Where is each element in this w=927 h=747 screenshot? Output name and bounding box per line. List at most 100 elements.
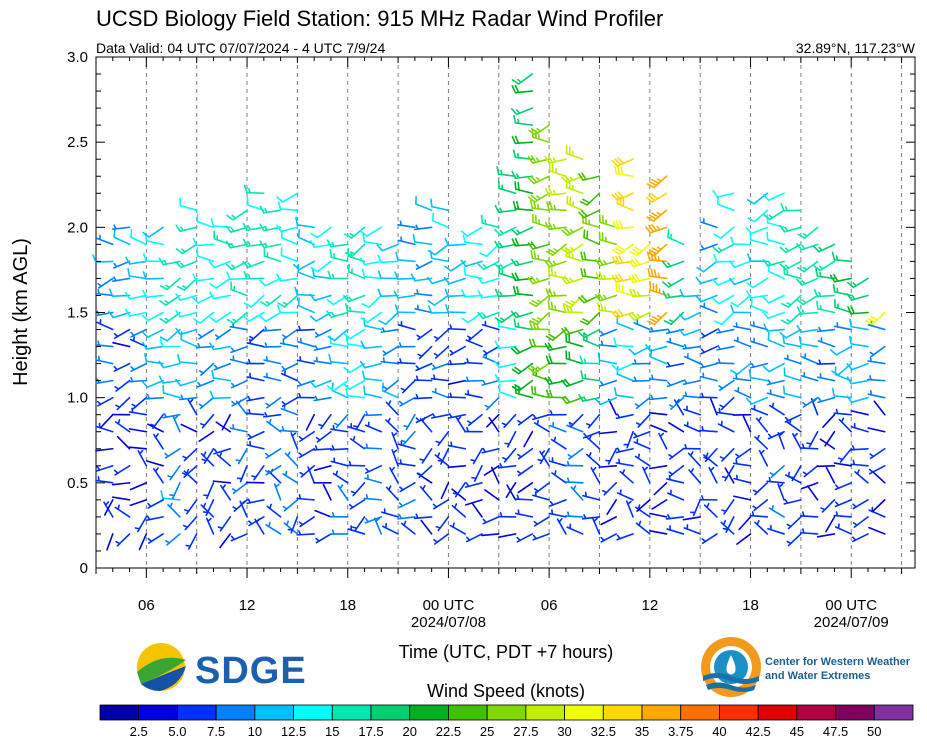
wind-barb <box>329 249 349 263</box>
wind-barb <box>813 288 836 298</box>
wind-barb <box>259 311 282 322</box>
wind-barb <box>871 470 886 484</box>
wind-barb <box>198 362 215 376</box>
wind-barb <box>511 362 534 375</box>
wind-barb <box>275 224 299 233</box>
wind-barb <box>833 322 853 331</box>
wind-barb <box>561 275 584 285</box>
wind-barb <box>397 459 416 467</box>
wind-barb <box>175 260 198 269</box>
wind-barb <box>736 533 752 545</box>
wind-barb <box>296 494 315 501</box>
wind-barb <box>205 517 215 535</box>
wind-barb <box>287 516 299 534</box>
wind-barb <box>824 430 836 447</box>
wind-barb <box>623 430 634 449</box>
wind-barb <box>662 290 685 299</box>
wind-barb <box>385 417 399 433</box>
wind-barb <box>865 311 886 326</box>
wind-barb <box>867 427 886 433</box>
wind-barb <box>327 328 349 342</box>
wind-barb <box>343 328 366 340</box>
wind-barb <box>564 477 584 484</box>
colorbar-label: 17.5 <box>358 724 383 739</box>
wind-barb <box>798 335 819 348</box>
wind-barb <box>658 432 668 450</box>
wind-barb <box>528 192 550 203</box>
wind-barb <box>494 226 517 236</box>
wind-barb <box>817 396 836 404</box>
colorbar-label: 50 <box>867 724 881 739</box>
colorbar-swatch <box>409 704 449 721</box>
wind-barb <box>365 464 383 474</box>
wind-barb <box>477 276 500 285</box>
wind-barb <box>398 396 416 407</box>
wind-barb <box>95 289 114 297</box>
wind-barb <box>362 233 383 246</box>
wind-barb <box>768 505 785 518</box>
wind-barb <box>548 410 567 416</box>
wind-barb <box>730 236 752 246</box>
wind-barb <box>661 260 685 269</box>
wind-barb <box>849 335 869 348</box>
wind-barb <box>636 499 651 512</box>
wind-barb <box>427 243 450 256</box>
wind-barb <box>322 483 332 501</box>
wind-barb <box>201 447 215 464</box>
wind-barb <box>113 362 131 372</box>
wind-barb <box>616 489 634 501</box>
wind-barb <box>532 213 550 229</box>
colorbar-swatch <box>177 704 217 721</box>
wind-barb <box>767 331 785 348</box>
wind-barb <box>282 328 299 341</box>
wind-barb <box>632 359 651 365</box>
sdge-logo-text: SDGE <box>195 650 307 692</box>
wind-barb <box>363 385 383 399</box>
wind-barb <box>96 234 114 246</box>
wind-barb <box>646 209 668 222</box>
wind-barb <box>511 73 534 85</box>
wind-barb <box>611 309 634 319</box>
wind-barb <box>528 124 550 136</box>
colorbar-swatch <box>99 704 140 721</box>
wind-barb <box>232 499 248 512</box>
wind-barb <box>867 356 886 365</box>
wind-barb <box>282 470 299 484</box>
wind-barb <box>766 231 785 246</box>
wind-barb <box>247 430 265 440</box>
wind-barb <box>108 310 131 319</box>
wind-barb <box>236 464 248 483</box>
wind-barb <box>431 362 450 371</box>
wind-barb <box>435 430 450 447</box>
wind-barb <box>673 398 685 416</box>
wind-barb <box>116 435 131 450</box>
wind-barb <box>494 288 517 298</box>
wind-barb <box>464 376 483 383</box>
wind-barb <box>346 460 366 467</box>
wind-barb <box>298 430 315 442</box>
wind-barb <box>683 353 701 365</box>
wind-barb <box>169 482 181 500</box>
wind-barb <box>598 430 618 435</box>
wind-barb <box>115 396 131 411</box>
wind-barb <box>733 474 752 484</box>
wind-barb <box>397 440 416 450</box>
wind-barb <box>246 408 265 416</box>
wind-barb <box>263 247 282 263</box>
wind-barb <box>431 387 450 399</box>
wind-barb <box>389 466 399 484</box>
wind-barb <box>95 447 114 452</box>
wind-barb <box>281 370 299 382</box>
wind-barb <box>153 433 164 450</box>
wind-barb <box>443 277 467 285</box>
wind-barb <box>279 425 299 433</box>
wind-barb <box>700 345 718 355</box>
wind-barb <box>514 494 534 501</box>
wind-barb <box>648 326 668 333</box>
wind-barb <box>164 447 181 459</box>
wind-barb <box>464 482 483 488</box>
colorbar-label: 10 <box>248 724 262 739</box>
wind-barb <box>732 374 752 382</box>
wind-barb <box>598 464 618 468</box>
